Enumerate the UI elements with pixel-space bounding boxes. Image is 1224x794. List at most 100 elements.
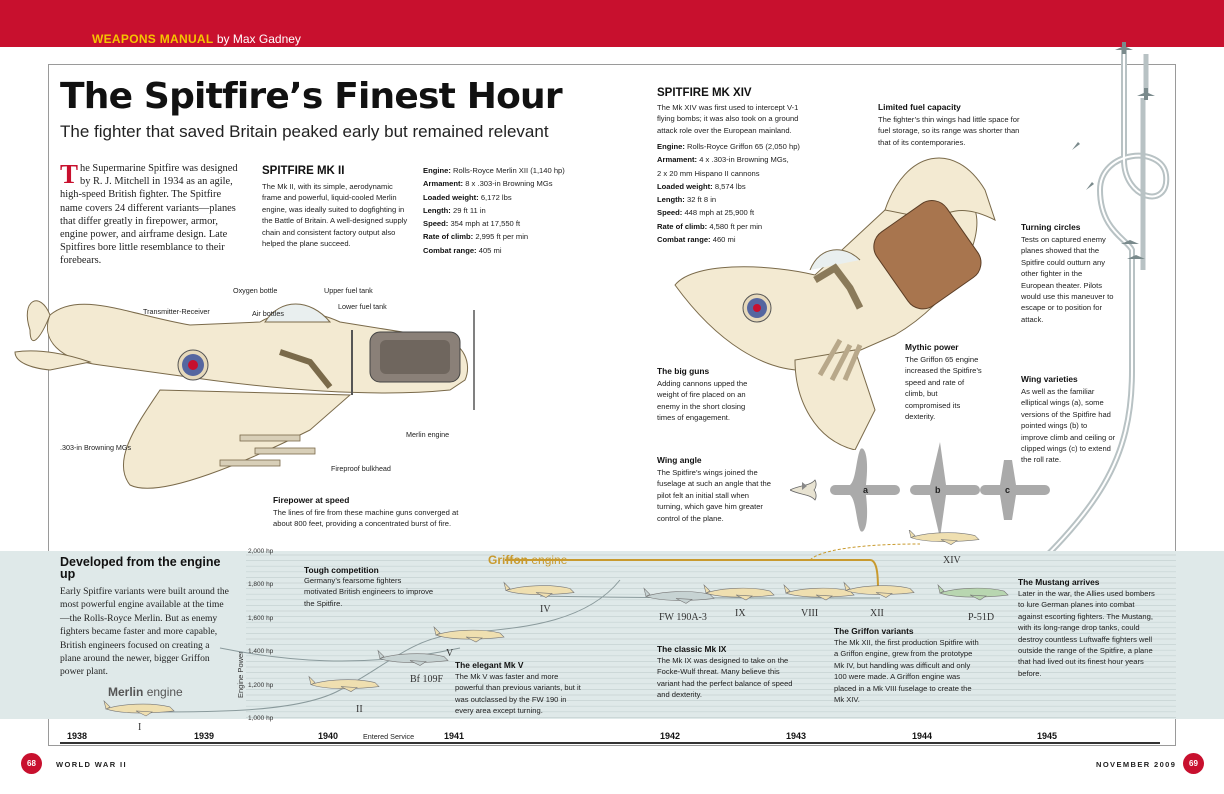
plane-label: FW 190A-3 bbox=[659, 612, 707, 623]
content-frame bbox=[48, 64, 1176, 746]
plane-silhouette bbox=[937, 584, 1009, 601]
mk2-heading: SPITFIRE MK II bbox=[262, 165, 345, 177]
label-lower-fuel-tank: Lower fuel tank bbox=[338, 302, 387, 311]
hp-tick: 1,000 hp bbox=[248, 715, 274, 722]
guns-heading: The big guns bbox=[657, 366, 710, 376]
plane-silhouette bbox=[783, 584, 855, 601]
hp-tick: 1,400 hp bbox=[248, 648, 274, 655]
year-label: 1941 bbox=[444, 731, 465, 741]
spec-row: Armament: 8 x .303-in Browning MGs bbox=[423, 179, 553, 189]
entered-service-label: Entered Service bbox=[363, 732, 415, 741]
plane-silhouette bbox=[503, 581, 575, 598]
spec-row: Armament: 4 x .303-in Browning MGs, bbox=[657, 155, 789, 165]
firepower-heading: Firepower at speed bbox=[273, 495, 350, 505]
label-merlin-engine: Merlin engine bbox=[406, 430, 450, 439]
spec-row: Engine: Rolls-Royce Merlin XII (1,140 hp… bbox=[423, 166, 565, 175]
hp-tick: 2,000 hp bbox=[248, 548, 274, 555]
year-label: 1942 bbox=[660, 731, 681, 741]
flight-trail-inner bbox=[1040, 50, 1168, 564]
spec-row: Speed: 354 mph at 17,550 ft bbox=[423, 219, 521, 229]
spec-row: Speed: 448 mph at 25,900 ft bbox=[657, 208, 755, 218]
plane-label: VIII bbox=[801, 608, 819, 619]
spec-row: Combat range: 460 mi bbox=[657, 235, 736, 245]
tough-heading: Tough competition bbox=[304, 565, 379, 575]
footer-left-text: WORLD WAR II bbox=[56, 760, 127, 769]
spec-row: Length: 32 ft 8 in bbox=[657, 195, 717, 205]
hp-tick: 1,600 hp bbox=[248, 615, 274, 622]
intro-text: he Supermarine Spitfire was designed by … bbox=[60, 163, 238, 267]
wings-heading: Wing varieties bbox=[1021, 374, 1078, 384]
page-number-right: 69 bbox=[1183, 753, 1204, 774]
page-number-left: 68 bbox=[21, 753, 42, 774]
page-title: The Spitfire’s Finest Hour bbox=[60, 76, 563, 117]
year-axis-line bbox=[60, 742, 1160, 744]
spec-row: Loaded weight: 8,574 lbs bbox=[657, 181, 746, 191]
timeline-band bbox=[0, 551, 1224, 719]
plane-label: XIV bbox=[943, 555, 961, 566]
small-plane-icon bbox=[1072, 42, 1155, 259]
griffon-engine-label: Griffon engine bbox=[488, 553, 568, 567]
hp-gridlines bbox=[246, 554, 1176, 718]
wing-marker-c: c bbox=[1005, 485, 1010, 495]
plane-label: XII bbox=[870, 608, 884, 619]
header-bar bbox=[0, 0, 1224, 47]
wing-variants-illustration: a b c bbox=[790, 442, 1050, 538]
plane-label: P-51D bbox=[968, 612, 995, 623]
flight-path-illustration bbox=[1040, 42, 1170, 567]
guns-text: Adding cannons upped the weight of fire … bbox=[657, 379, 748, 423]
mustang-text: Later in the war, the Allies used bomber… bbox=[1018, 589, 1155, 678]
hp-axis: 2,000 hp 1,800 hp 1,600 hp 1,400 hp 1,20… bbox=[248, 545, 278, 725]
label-oxygen-bottle: Oxygen bottle bbox=[233, 286, 278, 295]
turning-heading: Turning circles bbox=[1021, 222, 1081, 232]
mythic-heading: Mythic power bbox=[905, 342, 959, 352]
section-label: WEAPONS MANUAL by Max Gadney bbox=[92, 32, 301, 46]
label-air-bottles: Air bottles bbox=[252, 309, 284, 318]
classic-heading: The classic Mk IX bbox=[657, 644, 727, 654]
plane-silhouette bbox=[308, 675, 380, 692]
label-transmitter: Transmitter-Receiver bbox=[143, 307, 210, 316]
plane-label: II bbox=[356, 704, 363, 715]
label-fireproof-bulkhead: Fireproof bulkhead bbox=[331, 464, 391, 473]
dropcap: T bbox=[60, 159, 79, 189]
plane-silhouette bbox=[843, 581, 915, 598]
spec-row: Loaded weight: 6,172 lbs bbox=[423, 192, 512, 202]
turning-text: Tests on captured enemy planes showed th… bbox=[1021, 235, 1114, 324]
mustang-heading: The Mustang arrives bbox=[1018, 577, 1100, 587]
plane-label: I bbox=[138, 722, 142, 733]
timeline-intro: Early Spitfire variants were built aroun… bbox=[60, 586, 229, 678]
wings-text: As well as the familiar elliptical wings… bbox=[1021, 387, 1116, 465]
spec-row: Rate of climb: 2,995 ft per min bbox=[423, 232, 529, 242]
wing-marker-a: a bbox=[863, 485, 869, 495]
classic-text: The Mk IX was designed to take on the Fo… bbox=[657, 656, 793, 700]
plane-silhouette bbox=[908, 530, 980, 545]
angle-heading: Wing angle bbox=[657, 455, 702, 465]
mk14-description: The Mk XIV was first used to intercept V… bbox=[657, 103, 799, 135]
merlin-engine-label: Merlin engine bbox=[108, 685, 183, 699]
plane-silhouette bbox=[377, 649, 449, 666]
mk14-cutaway-illustration bbox=[674, 157, 996, 450]
label-browning-mgs: .303-in Browning MGs bbox=[60, 443, 132, 452]
page-subtitle: The fighter that saved Britain peaked ea… bbox=[60, 122, 549, 141]
label-upper-fuel-tank: Upper fuel tank bbox=[324, 286, 373, 295]
byline: by Max Gadney bbox=[216, 32, 301, 46]
hp-tick: 1,200 hp bbox=[248, 682, 274, 689]
mk14-specs: Engine: Rolls-Royce Griffon 65 (2,050 hp… bbox=[657, 140, 847, 246]
griffon-variants-heading: The Griffon variants bbox=[834, 626, 914, 636]
angle-text: The Spitfire’s wings joined the fuselage… bbox=[657, 468, 771, 523]
footer-right-text: NOVEMBER 2009 bbox=[1096, 760, 1177, 769]
plane-label: IX bbox=[735, 608, 746, 619]
mk2-specs: Engine: Rolls-Royce Merlin XII (1,140 hp… bbox=[423, 164, 593, 257]
plane-label: V bbox=[446, 648, 454, 659]
spec-row: Engine: Rolls-Royce Griffon 65 (2,050 hp… bbox=[657, 142, 800, 151]
year-label: 1943 bbox=[786, 731, 807, 741]
hp-tick: 1,800 hp bbox=[248, 581, 274, 588]
mythic-text: The Griffon 65 engine increased the Spit… bbox=[905, 355, 982, 422]
elegant-text: The Mk V was faster and more powerful th… bbox=[455, 672, 581, 716]
tough-text: Germany’s fearsome fighters motivated Br… bbox=[304, 576, 434, 608]
year-label: 1945 bbox=[1037, 731, 1058, 741]
plane-silhouette bbox=[703, 584, 775, 601]
plane-silhouette bbox=[643, 587, 715, 604]
year-label: 1944 bbox=[912, 731, 933, 741]
spec-row: 2 x 20 mm Hispano II cannons bbox=[657, 168, 760, 178]
fuel-heading: Limited fuel capacity bbox=[878, 102, 961, 112]
